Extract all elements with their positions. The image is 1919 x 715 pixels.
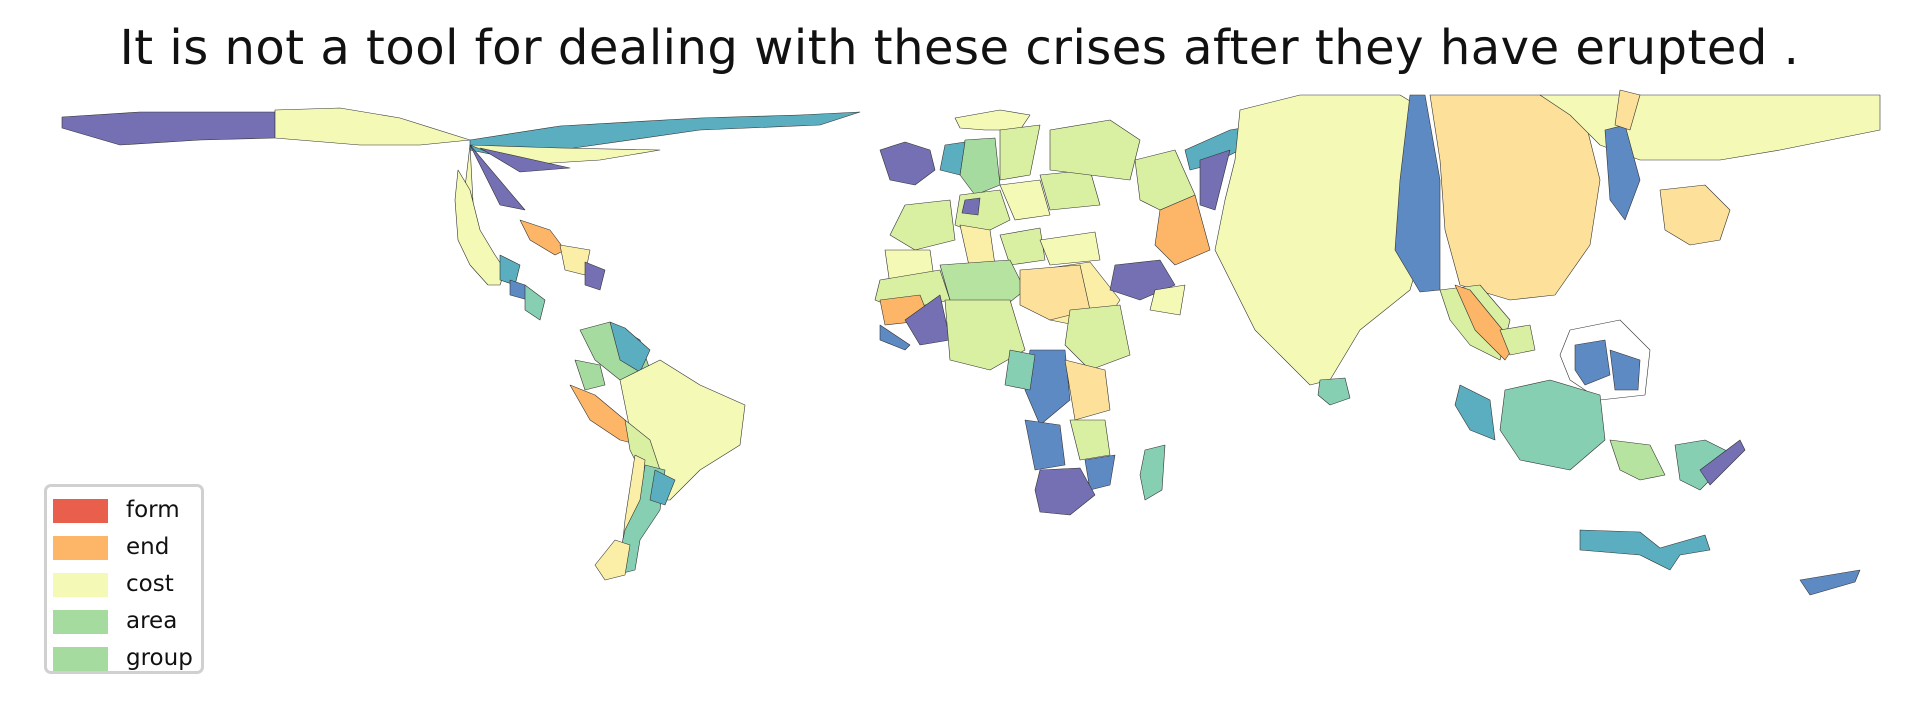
region-argentina-2 — [649, 469, 676, 506]
legend-label-form: form — [126, 497, 180, 523]
region-fan-1 — [469, 144, 526, 211]
region-gulf — [1149, 284, 1186, 316]
region-stan-purple — [1199, 149, 1231, 211]
region-caribbean-3 — [584, 261, 606, 291]
region-borneo — [1499, 379, 1606, 471]
region-ecuador — [574, 359, 606, 391]
region-north-africa-2 — [939, 259, 1026, 311]
region-europe-blue — [939, 141, 966, 176]
region-ireland-uk — [879, 141, 936, 186]
region-philippines-2 — [1609, 349, 1641, 391]
region-taiwan — [1614, 89, 1641, 131]
region-central-3 — [524, 284, 546, 321]
region-colombia — [609, 321, 651, 373]
region-malaysia — [1454, 384, 1496, 441]
region-kazakhstan — [1134, 149, 1196, 211]
region-china — [1429, 94, 1601, 301]
legend-swatch-group — [53, 647, 108, 671]
region-south-africa — [1034, 467, 1096, 516]
region-japan — [1659, 184, 1731, 246]
legend-swatch-area — [53, 610, 108, 634]
region-east-africa — [1064, 359, 1111, 421]
region-new-zealand — [1799, 569, 1861, 596]
region-indonesia-east — [1609, 439, 1666, 481]
region-finland — [999, 124, 1041, 181]
region-australia — [1579, 529, 1711, 571]
legend-swatch-form — [53, 499, 108, 523]
region-angola — [1024, 419, 1066, 471]
legend-label-group: group — [126, 645, 193, 671]
region-norway — [954, 109, 1031, 131]
region-mozambique — [1084, 454, 1116, 491]
region-ethiopia — [1064, 304, 1131, 371]
region-alaska — [61, 111, 276, 146]
region-sweden — [959, 137, 1001, 196]
region-sri-lanka — [1317, 377, 1351, 406]
region-philippines-1 — [1574, 339, 1611, 386]
region-hudson — [479, 147, 571, 173]
region-poland — [999, 179, 1051, 221]
region-france — [889, 199, 956, 251]
region-canada-west — [274, 107, 471, 146]
region-central-africa — [1004, 349, 1036, 391]
region-ukraine — [1039, 169, 1101, 211]
region-russia-west — [1049, 119, 1141, 181]
region-timor-purple — [1699, 439, 1746, 486]
region-india — [1214, 94, 1426, 386]
legend-label-end: end — [126, 534, 170, 560]
legend-item-area: area — [47, 606, 201, 643]
region-mexico — [454, 169, 506, 286]
region-balkans — [999, 227, 1046, 266]
legend-swatch-end — [53, 536, 108, 560]
legend: form end cost area group — [44, 484, 204, 674]
legend-label-cost: cost — [126, 571, 174, 597]
region-madagascar — [1139, 444, 1166, 501]
region-patagonia — [594, 539, 631, 581]
legend-swatch-cost — [53, 573, 108, 597]
region-europe-purple — [961, 197, 981, 216]
region-west-africa-green — [944, 299, 1026, 371]
region-tanzania — [1069, 419, 1111, 461]
region-turkey — [1039, 231, 1101, 266]
region-russia-blue — [1394, 94, 1441, 293]
region-west-africa-light — [879, 324, 911, 351]
legend-item-cost: cost — [47, 569, 201, 606]
legend-item-end: end — [47, 532, 201, 569]
legend-item-form: form — [47, 495, 201, 532]
map-title: It is not a tool for dealing with these … — [119, 20, 1800, 76]
region-caribbean-1 — [519, 219, 566, 256]
legend-item-group: group — [47, 643, 201, 680]
legend-label-area: area — [126, 608, 178, 634]
region-thailand — [1499, 324, 1536, 356]
